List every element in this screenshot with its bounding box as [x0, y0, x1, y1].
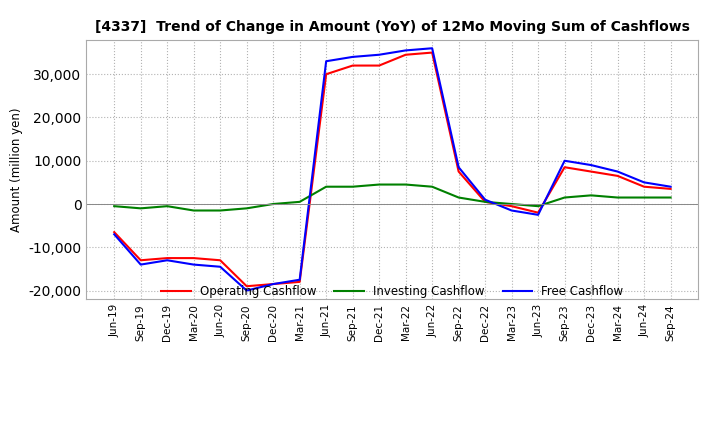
Investing Cashflow	[534, 204, 542, 209]
Operating Cashflow	[640, 184, 649, 189]
Operating Cashflow	[508, 204, 516, 209]
Free Cashflow	[481, 197, 490, 202]
Free Cashflow	[375, 52, 384, 57]
Operating Cashflow	[401, 52, 410, 57]
Investing Cashflow	[348, 184, 357, 189]
Investing Cashflow	[243, 205, 251, 211]
Investing Cashflow	[666, 195, 675, 200]
Free Cashflow	[613, 169, 622, 174]
Legend: Operating Cashflow, Investing Cashflow, Free Cashflow: Operating Cashflow, Investing Cashflow, …	[161, 286, 624, 298]
Investing Cashflow	[163, 204, 171, 209]
Line: Investing Cashflow: Investing Cashflow	[114, 184, 670, 210]
Free Cashflow	[110, 231, 119, 237]
Operating Cashflow	[613, 173, 622, 179]
Free Cashflow	[640, 180, 649, 185]
Free Cashflow	[587, 162, 595, 168]
Investing Cashflow	[613, 195, 622, 200]
Free Cashflow	[189, 262, 198, 267]
Free Cashflow	[136, 262, 145, 267]
Free Cashflow	[428, 46, 436, 51]
Operating Cashflow	[216, 258, 225, 263]
Operating Cashflow	[163, 256, 171, 261]
Operating Cashflow	[454, 169, 463, 174]
Operating Cashflow	[295, 279, 304, 285]
Y-axis label: Amount (million yen): Amount (million yen)	[10, 107, 23, 231]
Operating Cashflow	[322, 72, 330, 77]
Operating Cashflow	[136, 258, 145, 263]
Free Cashflow	[560, 158, 569, 163]
Investing Cashflow	[322, 184, 330, 189]
Operating Cashflow	[481, 199, 490, 205]
Investing Cashflow	[295, 199, 304, 205]
Operating Cashflow	[560, 165, 569, 170]
Investing Cashflow	[216, 208, 225, 213]
Operating Cashflow	[587, 169, 595, 174]
Free Cashflow	[454, 165, 463, 170]
Investing Cashflow	[454, 195, 463, 200]
Operating Cashflow	[375, 63, 384, 68]
Investing Cashflow	[110, 204, 119, 209]
Operating Cashflow	[348, 63, 357, 68]
Investing Cashflow	[136, 205, 145, 211]
Free Cashflow	[666, 184, 675, 189]
Free Cashflow	[216, 264, 225, 269]
Free Cashflow	[508, 208, 516, 213]
Investing Cashflow	[375, 182, 384, 187]
Operating Cashflow	[243, 284, 251, 289]
Free Cashflow	[269, 282, 277, 287]
Operating Cashflow	[110, 230, 119, 235]
Investing Cashflow	[560, 195, 569, 200]
Investing Cashflow	[640, 195, 649, 200]
Line: Free Cashflow: Free Cashflow	[114, 48, 670, 290]
Investing Cashflow	[401, 182, 410, 187]
Line: Operating Cashflow: Operating Cashflow	[114, 52, 670, 286]
Free Cashflow	[322, 59, 330, 64]
Operating Cashflow	[189, 256, 198, 261]
Free Cashflow	[243, 288, 251, 293]
Free Cashflow	[534, 212, 542, 217]
Investing Cashflow	[508, 202, 516, 207]
Investing Cashflow	[481, 199, 490, 205]
Free Cashflow	[163, 258, 171, 263]
Free Cashflow	[348, 54, 357, 59]
Operating Cashflow	[428, 50, 436, 55]
Investing Cashflow	[587, 193, 595, 198]
Operating Cashflow	[666, 186, 675, 191]
Title: [4337]  Trend of Change in Amount (YoY) of 12Mo Moving Sum of Cashflows: [4337] Trend of Change in Amount (YoY) o…	[95, 20, 690, 34]
Investing Cashflow	[269, 202, 277, 207]
Free Cashflow	[295, 277, 304, 282]
Investing Cashflow	[428, 184, 436, 189]
Operating Cashflow	[269, 282, 277, 287]
Operating Cashflow	[534, 210, 542, 215]
Free Cashflow	[401, 48, 410, 53]
Investing Cashflow	[189, 208, 198, 213]
